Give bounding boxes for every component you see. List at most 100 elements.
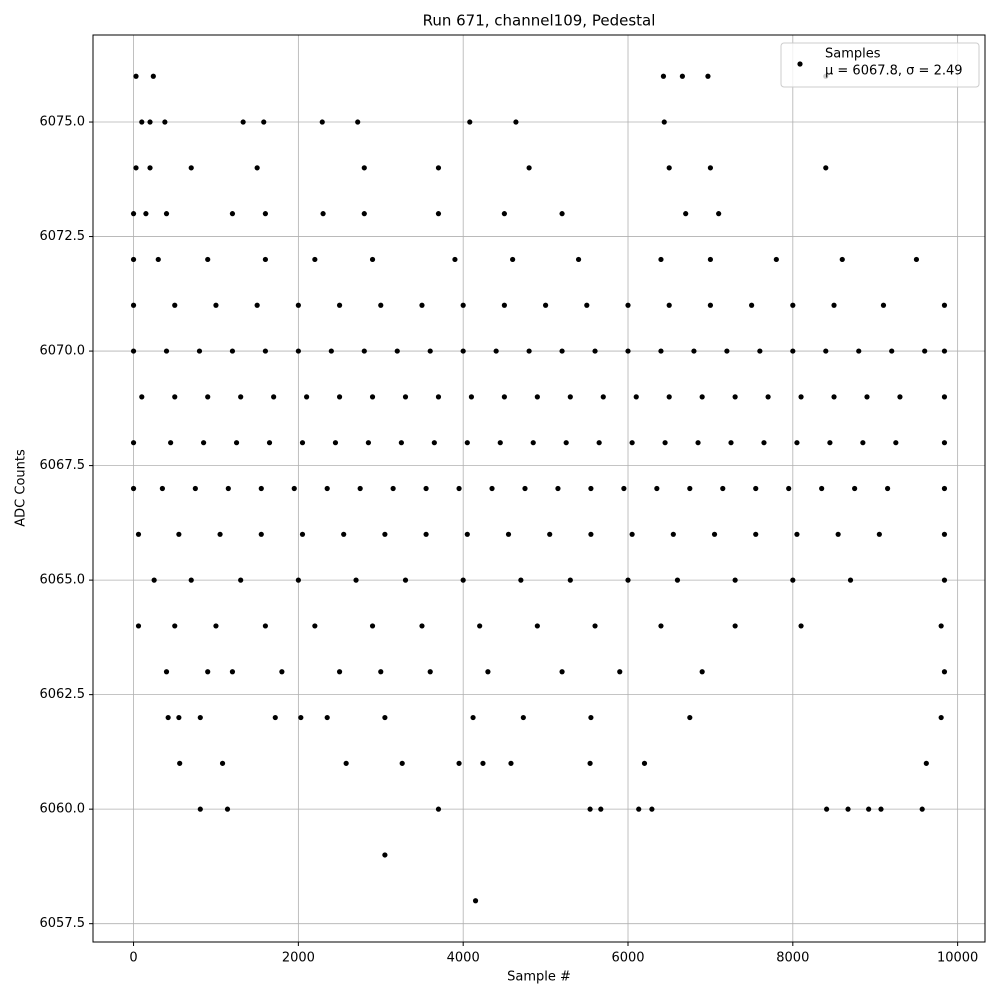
y-tick-label: 6062.5 — [40, 687, 86, 702]
point — [625, 577, 631, 583]
point — [427, 348, 433, 354]
point — [133, 73, 139, 79]
point — [423, 531, 429, 537]
point — [683, 211, 689, 217]
point — [472, 898, 479, 904]
point — [798, 623, 804, 629]
point — [299, 440, 306, 446]
point — [897, 394, 903, 400]
point — [501, 211, 507, 217]
point — [361, 348, 367, 354]
point — [798, 394, 804, 400]
point — [852, 485, 858, 492]
point — [213, 623, 219, 629]
point — [753, 485, 759, 492]
point — [295, 348, 301, 354]
point — [847, 577, 854, 583]
point — [941, 669, 948, 675]
point — [941, 531, 948, 537]
point — [567, 577, 573, 583]
chart-title: Run 671, channel109, Pedestal — [423, 12, 656, 30]
point — [636, 806, 642, 812]
point — [699, 394, 705, 400]
point — [563, 440, 569, 446]
point — [219, 760, 226, 766]
point — [151, 577, 157, 583]
point — [567, 394, 573, 400]
x-axis-label: Sample # — [507, 970, 571, 985]
point — [435, 806, 442, 812]
point — [328, 348, 334, 354]
point — [707, 302, 714, 308]
y-tick-label: 6067.5 — [40, 458, 86, 473]
point — [319, 119, 325, 125]
point — [941, 348, 948, 354]
point — [864, 394, 870, 400]
point — [695, 440, 701, 446]
point — [732, 577, 738, 583]
point — [625, 348, 631, 354]
point — [938, 714, 944, 721]
point — [369, 623, 376, 629]
y-tick-label: 6075.0 — [40, 115, 86, 130]
point — [641, 760, 648, 766]
point — [456, 485, 462, 492]
point — [272, 714, 278, 721]
point — [147, 165, 153, 171]
point — [205, 256, 211, 263]
point — [493, 348, 499, 354]
point — [390, 485, 396, 492]
point — [213, 302, 219, 308]
point — [835, 531, 841, 537]
point — [670, 531, 676, 537]
point — [732, 394, 738, 400]
point — [355, 119, 361, 125]
point — [691, 348, 697, 354]
point — [133, 165, 139, 171]
point — [299, 531, 306, 537]
point — [261, 119, 267, 125]
point — [860, 440, 866, 446]
point — [468, 394, 475, 400]
point — [304, 394, 310, 400]
point — [761, 440, 767, 446]
point — [598, 806, 604, 812]
point — [271, 394, 277, 400]
point — [584, 302, 590, 308]
point — [658, 623, 664, 629]
point — [130, 256, 137, 263]
point — [427, 669, 433, 675]
point — [343, 760, 349, 766]
point — [341, 531, 347, 537]
point — [130, 211, 137, 217]
point — [147, 119, 153, 125]
point — [172, 302, 178, 308]
point — [889, 348, 895, 354]
point — [238, 577, 244, 583]
point — [658, 256, 664, 263]
point — [497, 440, 503, 446]
point — [423, 485, 429, 492]
point — [687, 485, 693, 492]
point — [378, 669, 384, 675]
point — [130, 485, 137, 492]
point — [588, 531, 594, 537]
point — [666, 165, 672, 171]
point — [229, 669, 236, 675]
point — [353, 577, 359, 583]
point — [188, 577, 194, 583]
point — [205, 394, 211, 400]
point — [172, 394, 178, 400]
point — [312, 623, 318, 629]
point — [559, 669, 565, 675]
point — [819, 485, 825, 492]
point — [547, 531, 553, 537]
point — [587, 806, 593, 812]
point — [177, 760, 183, 766]
point — [365, 440, 372, 446]
point — [254, 302, 260, 308]
legend-marker — [797, 61, 803, 67]
point — [880, 302, 887, 308]
y-tick-label: 6072.5 — [40, 229, 86, 244]
